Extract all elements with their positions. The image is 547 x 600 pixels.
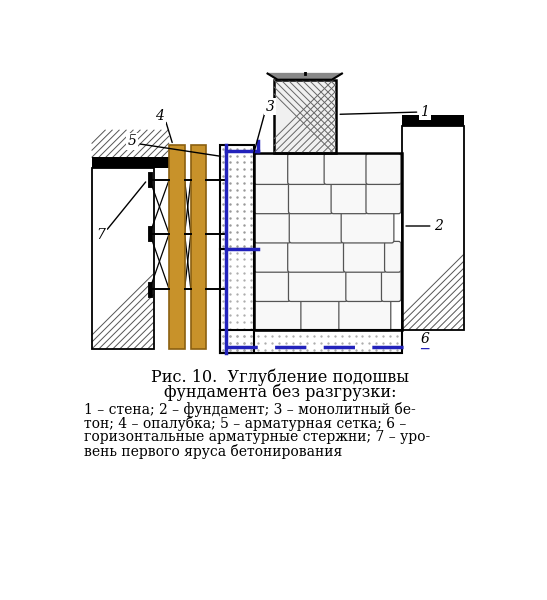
Text: 1: 1 — [421, 105, 429, 119]
FancyBboxPatch shape — [254, 300, 302, 331]
Text: горизонтальные арматурные стержни; 7 – уро-: горизонтальные арматурные стержни; 7 – у… — [84, 430, 430, 444]
Polygon shape — [267, 74, 342, 80]
FancyBboxPatch shape — [301, 300, 340, 331]
Bar — [254, 153, 401, 330]
Bar — [401, 126, 464, 330]
FancyBboxPatch shape — [289, 212, 343, 243]
FancyBboxPatch shape — [288, 183, 333, 214]
FancyBboxPatch shape — [366, 183, 401, 214]
Text: 6: 6 — [421, 332, 429, 346]
FancyBboxPatch shape — [288, 241, 345, 272]
Bar — [219, 330, 401, 353]
Text: 7: 7 — [96, 228, 106, 242]
Bar — [274, 80, 336, 153]
Text: фундамента без разгрузки:: фундамента без разгрузки: — [164, 383, 396, 401]
FancyBboxPatch shape — [254, 271, 290, 301]
FancyBboxPatch shape — [385, 241, 401, 272]
Text: Рис. 10.  Углубление подошвы: Рис. 10. Углубление подошвы — [151, 368, 409, 386]
Bar — [191, 145, 206, 349]
Text: вень первого яруса бетонирования: вень первого яруса бетонирования — [84, 444, 342, 459]
Bar — [401, 115, 464, 126]
Bar — [169, 145, 185, 349]
Text: 1 – стена; 2 – фундамент; 3 – монолитный бе-: 1 – стена; 2 – фундамент; 3 – монолитный… — [84, 403, 416, 418]
FancyBboxPatch shape — [344, 241, 386, 272]
Text: 5: 5 — [127, 134, 136, 148]
Bar — [92, 157, 169, 168]
FancyBboxPatch shape — [288, 271, 347, 301]
Bar — [92, 168, 154, 349]
Text: 4: 4 — [155, 109, 164, 123]
Text: тон; 4 – опалубка; 5 – арматурная сетка; 6 –: тон; 4 – опалубка; 5 – арматурная сетка;… — [84, 416, 406, 431]
FancyBboxPatch shape — [346, 271, 383, 301]
FancyBboxPatch shape — [331, 183, 368, 214]
FancyBboxPatch shape — [288, 154, 325, 184]
FancyBboxPatch shape — [254, 183, 290, 214]
Text: 2: 2 — [434, 219, 443, 233]
FancyBboxPatch shape — [339, 300, 391, 331]
Text: 3: 3 — [265, 100, 274, 113]
FancyBboxPatch shape — [254, 212, 291, 243]
FancyBboxPatch shape — [254, 154, 289, 184]
Bar — [219, 249, 254, 353]
FancyBboxPatch shape — [341, 212, 394, 243]
FancyBboxPatch shape — [324, 154, 368, 184]
FancyBboxPatch shape — [366, 154, 401, 184]
Bar — [219, 145, 254, 249]
FancyBboxPatch shape — [254, 241, 289, 272]
FancyBboxPatch shape — [381, 271, 401, 301]
